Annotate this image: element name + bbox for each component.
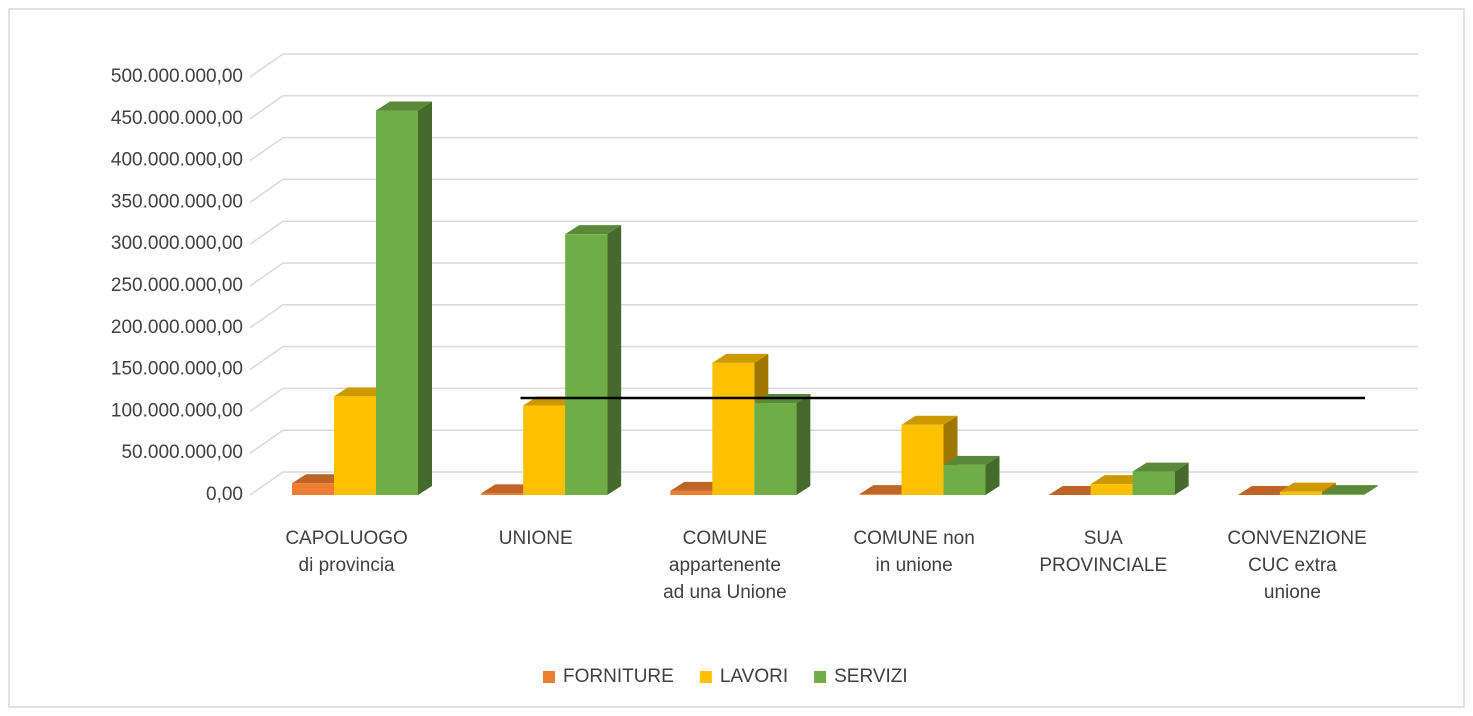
- bar: [1132, 462, 1189, 495]
- grid-line-side: [249, 304, 284, 329]
- bar-side: [985, 455, 1000, 495]
- grid-line-side: [249, 387, 284, 413]
- legend-swatch: [543, 671, 555, 683]
- bar-top: [943, 455, 1000, 465]
- y-tick-label: 450.000.000,00: [111, 108, 243, 129]
- bar: [943, 455, 1000, 495]
- bar-front: [1090, 484, 1133, 495]
- bar-top: [712, 353, 769, 363]
- bar: [1321, 485, 1378, 495]
- bar-side: [1174, 462, 1189, 495]
- grid-line-side: [249, 178, 284, 204]
- x-tick-label: CAPOLUOGO di provincia: [285, 528, 408, 576]
- bar-top: [376, 101, 432, 111]
- bar-top: [1279, 482, 1336, 492]
- grid-line-side: [249, 429, 284, 454]
- y-tick-label: 100.000.000,00: [111, 400, 243, 421]
- bar: [754, 394, 811, 495]
- y-tick-label: 500.000.000,00: [111, 66, 243, 87]
- x-tick-label: CONVENZIONE CUC extra unione: [1227, 528, 1367, 603]
- y-tick-label: 50.000.000,00: [121, 442, 243, 463]
- legend-swatch: [699, 671, 712, 683]
- grid-line-side: [249, 220, 284, 245]
- bar-front: [1321, 494, 1364, 495]
- bar-front: [1132, 471, 1175, 495]
- grid-line-side: [249, 53, 284, 78]
- y-tick-label: 400.000.000,00: [111, 150, 243, 171]
- bar-front: [523, 405, 566, 495]
- bar-side: [607, 225, 622, 495]
- grid-line-side: [249, 95, 284, 120]
- grid-line-side: [249, 136, 284, 162]
- bar-front: [481, 493, 524, 495]
- bar-front: [376, 110, 418, 495]
- y-tick-label: 200.000.000,00: [111, 317, 243, 338]
- x-tick-label: SUA PROVINCIALE: [1039, 528, 1168, 576]
- legend-label: SERVIZI: [834, 666, 908, 687]
- bar-front: [712, 362, 755, 495]
- y-tick-label: 300.000.000,00: [111, 233, 243, 254]
- y-tick-label: 350.000.000,00: [111, 191, 243, 212]
- bar: [712, 353, 769, 495]
- bar-front: [292, 483, 334, 495]
- legend-swatch: [814, 671, 827, 683]
- x-tick-label: COMUNE non in unione: [853, 528, 975, 576]
- bar-front: [565, 234, 608, 495]
- bar-top: [901, 415, 958, 425]
- bar-front: [1279, 491, 1322, 495]
- legend-label: LAVORI: [720, 666, 788, 687]
- bar-front: [901, 424, 944, 495]
- bar-front: [334, 396, 376, 495]
- x-tick-label: UNIONE: [498, 528, 573, 549]
- x-tick-label: COMUNE appartenente ad una Unione: [663, 528, 787, 603]
- grid-line-side: [249, 471, 284, 496]
- y-tick-label: 0,00: [206, 484, 243, 505]
- legend-label: FORNITURE: [563, 666, 674, 687]
- y-tick-label: 250.000.000,00: [111, 275, 243, 296]
- bar-side: [1363, 485, 1378, 495]
- bar: [376, 101, 432, 495]
- bar-front: [670, 490, 713, 495]
- bar-top: [1321, 485, 1378, 495]
- bar-top: [1132, 462, 1189, 472]
- bar: [565, 225, 622, 495]
- bar-front: [943, 464, 986, 495]
- grid-line-side: [249, 345, 284, 371]
- grid-line-side: [249, 262, 284, 287]
- bar-side: [418, 101, 432, 495]
- bar-front: [859, 494, 902, 495]
- y-tick-label: 150.000.000,00: [111, 359, 243, 380]
- bar-front: [754, 403, 797, 495]
- bar-top: [565, 225, 622, 235]
- bar-side: [796, 394, 811, 495]
